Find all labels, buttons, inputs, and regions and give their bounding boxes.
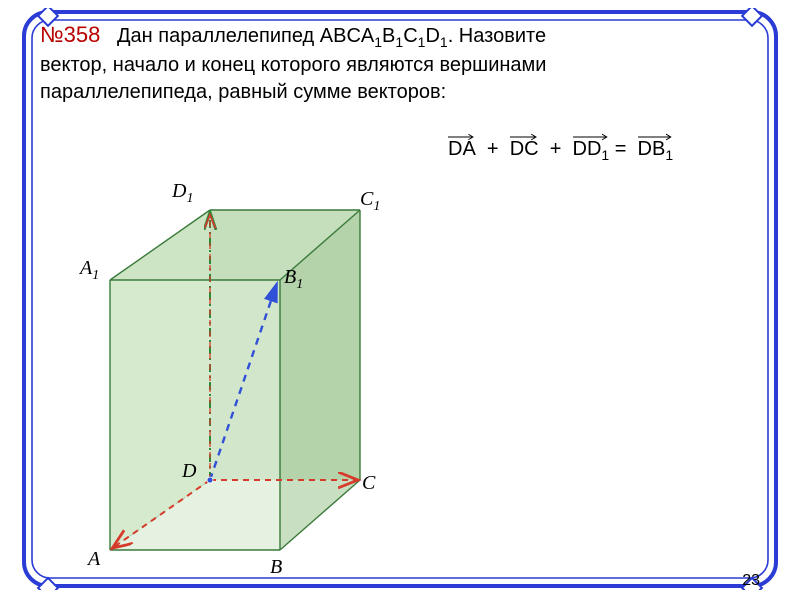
label-A: A: [88, 548, 100, 571]
vector-equation: DA + DC + DD1 = DB1: [448, 138, 673, 163]
eq-t1: DA: [448, 138, 476, 160]
label-A1: A1: [80, 257, 99, 284]
problem-statement: №358 Дан параллелепипед ABCA1B1C1D1. Наз…: [40, 20, 760, 106]
label-C: C: [362, 472, 375, 495]
eq-t3: DD: [573, 138, 602, 160]
label-D1: D1: [172, 180, 193, 207]
problem-number: №358: [40, 22, 100, 47]
label-D: D: [182, 460, 196, 483]
problem-text-3: параллелепипеда, равный сумме векторов:: [40, 81, 446, 103]
problem-text-1e: . Назовите: [448, 25, 546, 47]
label-B: B: [270, 556, 282, 579]
problem-text-2: вектор, начало и конец которого являются…: [40, 54, 546, 76]
label-B1: B1: [284, 266, 303, 293]
problem-text-1a: Дан параллелепипед ABCA: [117, 25, 374, 47]
problem-text-1b: B: [382, 25, 395, 47]
label-C1: C1: [360, 188, 380, 215]
eq-t4sub: 1: [665, 147, 673, 163]
page-number: 23: [742, 572, 760, 590]
problem-text-1c: C: [403, 25, 417, 47]
problem-text-1d: D: [425, 25, 439, 47]
eq-t2: DC: [510, 138, 539, 160]
eq-t3sub: 1: [601, 147, 609, 163]
eq-t4: DB: [638, 138, 666, 160]
parallelepiped-diagram: A B C D A1 B1 C1 D1: [70, 180, 410, 580]
